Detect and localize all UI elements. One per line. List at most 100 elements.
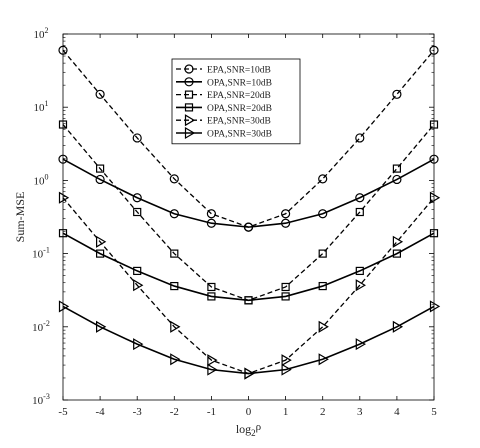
series-line xyxy=(62,124,435,302)
legend-marker xyxy=(184,114,196,127)
x-tick-label: -1 xyxy=(207,406,216,418)
data-point xyxy=(132,193,142,203)
data-point xyxy=(318,281,327,291)
series-5 xyxy=(58,191,441,380)
data-point xyxy=(281,292,290,301)
data-point xyxy=(244,296,253,305)
x-tick-label: 3 xyxy=(357,406,363,418)
data-point xyxy=(281,354,292,367)
data-point xyxy=(133,338,144,351)
legend-entry: EPA,SNR=20dB xyxy=(176,90,271,101)
x-tick-label: 0 xyxy=(246,406,252,418)
data-point xyxy=(206,209,216,219)
legend-marker xyxy=(184,77,194,87)
data-point xyxy=(95,164,105,173)
legend-entry: EPA,SNR=10dB xyxy=(176,64,271,76)
data-point xyxy=(429,191,441,204)
legend-marker xyxy=(184,126,196,140)
data-point xyxy=(281,209,291,219)
data-point xyxy=(318,249,327,258)
data-point xyxy=(392,164,401,173)
data-point xyxy=(243,222,254,232)
data-point xyxy=(318,320,329,333)
axis-layer: -5 -4 -3 -2 -1 0 1 2 3 4 5 10-3 10-2 10-1 100 101 102 log… xyxy=(13,26,437,438)
legend-label: EPA,SNR=20dB xyxy=(207,91,271,101)
x-tick-label: 5 xyxy=(431,406,437,418)
x-tick-label: 4 xyxy=(394,406,400,418)
x-axis-label: log2ρ xyxy=(236,421,262,438)
series-line xyxy=(62,305,435,375)
data-point xyxy=(95,235,107,248)
series-line xyxy=(62,197,435,375)
data-point xyxy=(281,282,290,292)
legend-entry: OPA,SNR=30dB xyxy=(176,126,272,140)
legend-marker xyxy=(184,64,194,74)
plot-layer xyxy=(58,45,441,380)
data-point xyxy=(244,367,255,380)
data-point xyxy=(355,266,364,276)
data-point xyxy=(318,174,328,184)
data-point xyxy=(207,292,216,301)
data-point xyxy=(281,218,291,228)
data-point xyxy=(95,320,107,333)
data-point xyxy=(355,133,365,143)
legend-label: EPA,SNR=30dB xyxy=(207,117,271,127)
data-point xyxy=(95,174,105,185)
data-point xyxy=(392,89,402,99)
data-point xyxy=(355,193,365,203)
legend: EPA,SNR=10dB OPA,SNR=10dB EPA,SNR=20dB OPA,… xyxy=(171,58,301,145)
data-point xyxy=(318,209,328,219)
y-tick-label: 102 xyxy=(34,26,49,41)
legend-label: OPA,SNR=30dB xyxy=(207,130,272,140)
data-point xyxy=(318,353,329,366)
data-point xyxy=(95,89,105,99)
data-point xyxy=(392,235,404,248)
data-point xyxy=(170,353,181,366)
data-point xyxy=(281,363,292,376)
x-tick-label: -4 xyxy=(96,406,106,418)
series-2 xyxy=(58,154,439,232)
series-6 xyxy=(58,300,441,380)
data-point xyxy=(206,218,216,228)
data-point xyxy=(132,133,142,143)
legend-entry: OPA,SNR=20dB xyxy=(176,103,272,114)
data-point xyxy=(355,207,364,217)
data-point xyxy=(58,300,70,313)
series-line xyxy=(62,232,435,302)
x-tick-label: -2 xyxy=(170,406,179,418)
data-point xyxy=(429,300,441,313)
y-tick-label: 10-2 xyxy=(32,319,50,334)
legend-marker xyxy=(184,90,194,99)
legend-marker xyxy=(184,103,194,112)
legend-label: OPA,SNR=10dB xyxy=(207,78,272,88)
x-tick-label: 2 xyxy=(320,406,326,418)
data-point xyxy=(207,354,218,367)
y-tick-label: 10-1 xyxy=(32,246,50,261)
y-tick-label: 10-3 xyxy=(32,392,50,407)
y-tick-label: 100 xyxy=(34,172,49,187)
data-point xyxy=(170,249,179,258)
data-point xyxy=(355,338,366,351)
data-point xyxy=(169,209,179,219)
legend-entry: EPA,SNR=30dB xyxy=(176,114,271,127)
series-line xyxy=(62,158,435,228)
y-axis-label: Sum-MSE xyxy=(13,192,27,243)
x-tick-label: 1 xyxy=(283,406,289,418)
data-point xyxy=(133,279,144,292)
legend-label: OPA,SNR=20dB xyxy=(207,104,272,114)
data-point xyxy=(58,191,70,204)
data-point xyxy=(207,363,218,376)
legend-box xyxy=(171,58,301,145)
data-point xyxy=(133,266,142,276)
series-4 xyxy=(58,229,439,305)
y-tick-label: 101 xyxy=(34,99,49,114)
data-point xyxy=(392,320,404,333)
data-point xyxy=(207,282,216,292)
data-point xyxy=(392,249,401,258)
data-point xyxy=(133,207,142,217)
data-point xyxy=(170,320,181,333)
data-point xyxy=(169,174,179,184)
x-tick-label: -5 xyxy=(58,406,68,418)
legend-label: EPA,SNR=10dB xyxy=(207,66,271,76)
